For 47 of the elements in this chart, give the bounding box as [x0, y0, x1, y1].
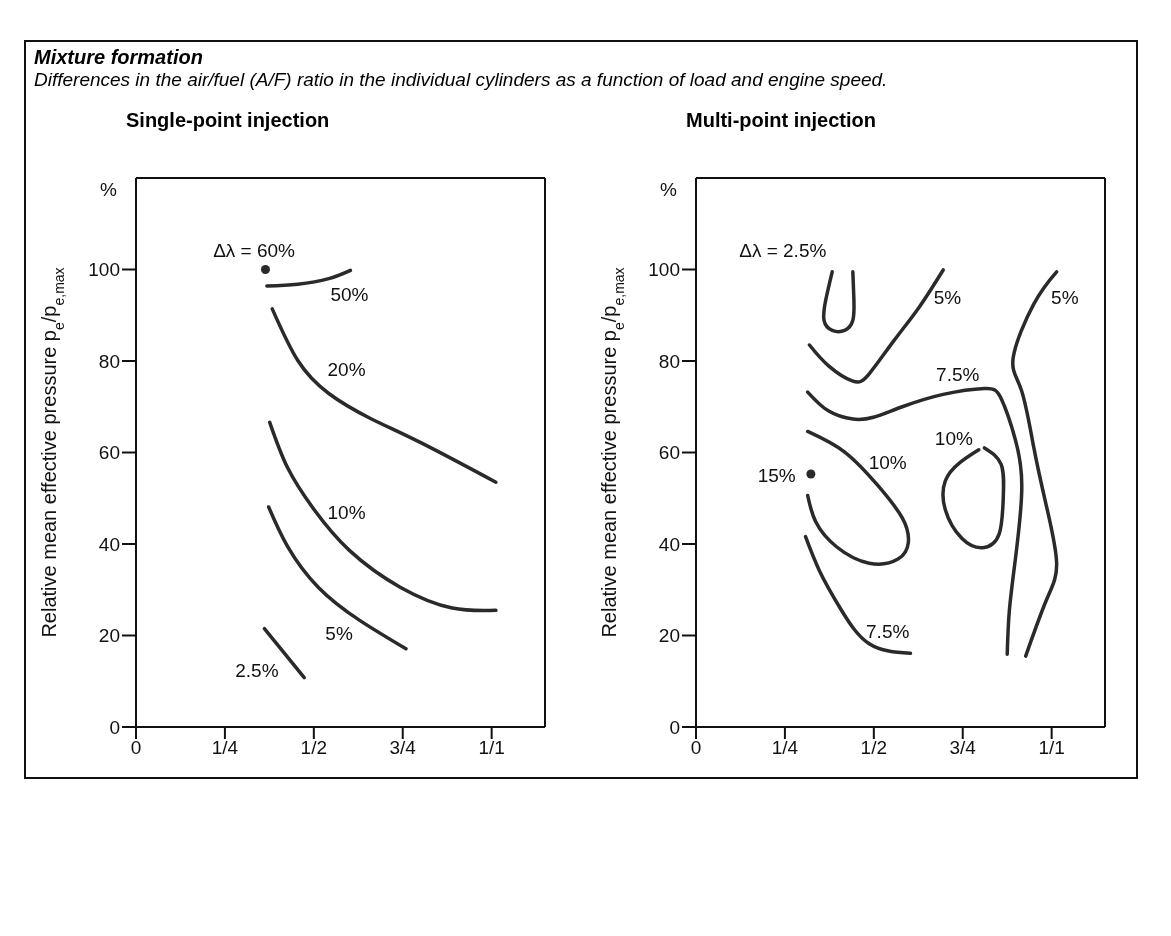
y-tick-label: 100 — [88, 259, 120, 281]
x-tick-label: 1/2 — [300, 737, 328, 759]
text: 10% — [934, 427, 973, 449]
y-tick-label: 0 — [109, 716, 120, 738]
text: Mixture formation — [34, 46, 204, 69]
y-tick-label: 40 — [658, 533, 680, 555]
text: Differences in the air/fuel (A/F) ratio in the individual cylinders as a function of load and engine speed. — [34, 69, 889, 91]
y-tick-label: 80 — [98, 350, 120, 372]
y-tick-label: 40 — [98, 533, 120, 555]
y-tick-label: 100 — [648, 259, 680, 281]
series-label: 2.5% — [235, 659, 279, 681]
x-tick-label: 1/1 — [1038, 737, 1065, 759]
y-tick-label: 20 — [98, 625, 120, 647]
y-tick-label: 60 — [658, 442, 680, 464]
x-tick-label: 3/4 — [389, 737, 417, 759]
series-label: 5% — [325, 622, 353, 644]
chart-title: Single-point injection — [126, 109, 331, 133]
line-series — [267, 420, 498, 613]
line-series — [270, 307, 498, 484]
line-series — [266, 505, 408, 651]
y-tick-label: 60 — [98, 442, 120, 464]
x-tick-label: 1/2 — [860, 737, 888, 759]
series-label: 15% — [757, 464, 796, 486]
series-label: 7.5% — [866, 621, 910, 643]
y-tick-label: 20 — [658, 625, 680, 647]
line-series — [265, 268, 353, 288]
x-tick-label: 0 — [130, 737, 142, 759]
line-series — [821, 270, 856, 334]
series-label: 5% — [933, 287, 962, 309]
series-label: 10% — [868, 452, 907, 474]
x-tick-label: 1/4 — [211, 737, 239, 759]
text: 7.5% — [936, 363, 980, 385]
series-label: 10% — [327, 502, 366, 524]
text: % — [100, 179, 117, 201]
x-tick-label: 1/4 — [771, 737, 799, 759]
series-label: Δλ = 2.5% — [739, 240, 827, 262]
series-label: 50% — [330, 283, 369, 305]
x-tick-label: 3/4 — [949, 737, 977, 759]
series-label: 20% — [327, 358, 366, 380]
text: 5% — [1051, 287, 1079, 309]
y-tick-label: 80 — [658, 350, 680, 372]
y-tick-label: 0 — [669, 716, 680, 738]
x-tick-label: 0 — [690, 737, 702, 759]
chart-title: Multi-point injection — [686, 109, 877, 133]
text: % — [660, 179, 677, 201]
series-label: Δλ = 60% — [213, 240, 296, 262]
x-tick-label: 1/1 — [478, 737, 505, 759]
